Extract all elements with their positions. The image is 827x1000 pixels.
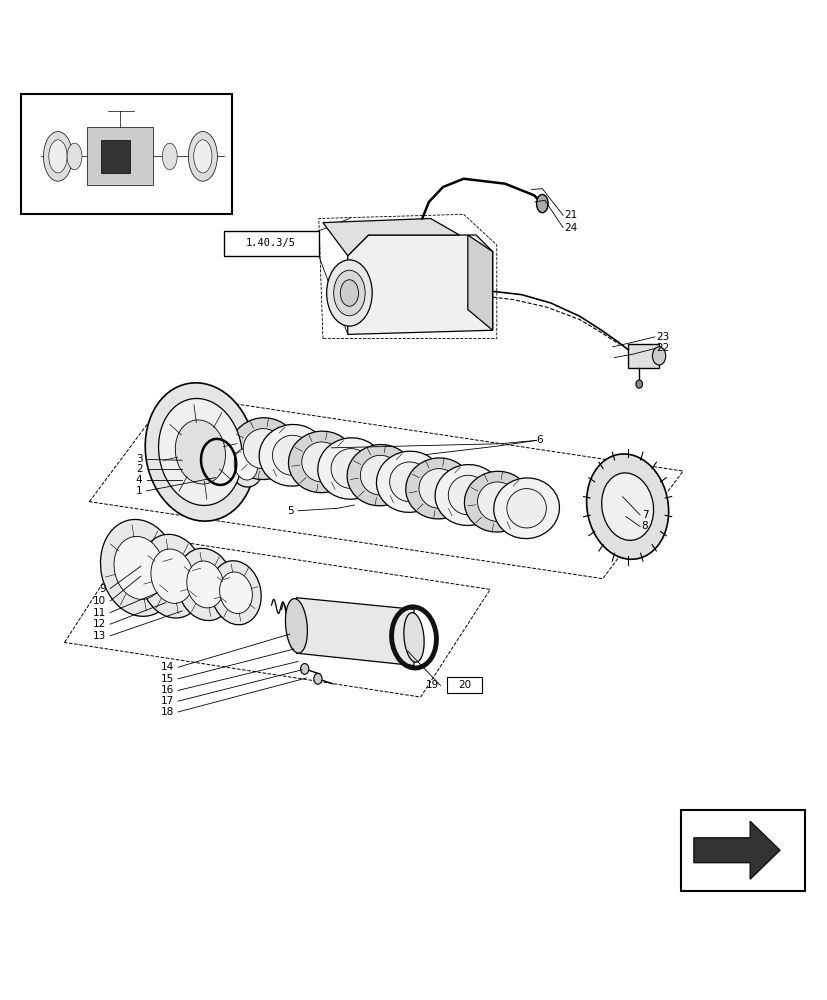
Text: 6: 6 xyxy=(536,435,543,445)
Bar xyxy=(447,677,481,693)
Text: 16: 16 xyxy=(160,685,174,695)
Text: 18: 18 xyxy=(160,707,174,717)
Ellipse shape xyxy=(162,143,177,170)
Text: 2: 2 xyxy=(136,464,142,474)
Text: 3: 3 xyxy=(136,454,142,464)
Ellipse shape xyxy=(228,442,263,487)
Text: 1: 1 xyxy=(136,486,142,496)
Ellipse shape xyxy=(145,383,256,521)
Text: 24: 24 xyxy=(564,223,577,233)
Ellipse shape xyxy=(175,420,225,484)
Text: 7: 7 xyxy=(641,510,648,520)
Ellipse shape xyxy=(187,561,223,608)
Bar xyxy=(223,231,318,256)
Ellipse shape xyxy=(67,143,82,170)
Polygon shape xyxy=(467,235,492,330)
Ellipse shape xyxy=(404,613,423,662)
Text: 23: 23 xyxy=(656,332,669,342)
Ellipse shape xyxy=(114,536,164,599)
Ellipse shape xyxy=(405,458,471,519)
Ellipse shape xyxy=(418,469,458,508)
Ellipse shape xyxy=(49,140,67,173)
Text: 12: 12 xyxy=(93,619,106,629)
Ellipse shape xyxy=(300,664,308,674)
Ellipse shape xyxy=(211,561,261,625)
Ellipse shape xyxy=(288,431,355,493)
Ellipse shape xyxy=(331,449,370,488)
Text: 19: 19 xyxy=(425,680,438,690)
Ellipse shape xyxy=(230,418,296,480)
Text: 22: 22 xyxy=(656,343,669,353)
Polygon shape xyxy=(323,218,459,256)
Text: 20: 20 xyxy=(457,680,471,690)
Ellipse shape xyxy=(259,424,326,486)
Text: 5: 5 xyxy=(287,506,294,516)
Text: 14: 14 xyxy=(160,662,174,672)
Text: 9: 9 xyxy=(99,584,106,594)
Text: 15: 15 xyxy=(160,674,174,684)
Ellipse shape xyxy=(243,429,283,469)
Ellipse shape xyxy=(139,534,205,618)
Ellipse shape xyxy=(326,260,371,326)
Ellipse shape xyxy=(347,445,413,506)
Ellipse shape xyxy=(285,599,307,653)
Ellipse shape xyxy=(333,270,365,316)
Ellipse shape xyxy=(506,489,546,528)
Text: 8: 8 xyxy=(641,521,648,531)
Ellipse shape xyxy=(360,455,399,495)
Ellipse shape xyxy=(434,465,500,525)
Bar xyxy=(21,94,232,214)
Ellipse shape xyxy=(234,449,257,480)
Text: 17: 17 xyxy=(160,696,174,706)
Bar xyxy=(627,344,658,368)
Ellipse shape xyxy=(158,398,242,505)
Ellipse shape xyxy=(652,347,665,365)
Text: 1.40.3/5: 1.40.3/5 xyxy=(246,238,296,248)
Ellipse shape xyxy=(376,451,442,512)
Bar xyxy=(101,140,130,173)
Ellipse shape xyxy=(586,454,668,559)
Ellipse shape xyxy=(390,462,429,502)
Ellipse shape xyxy=(301,442,342,482)
Ellipse shape xyxy=(188,132,217,181)
Text: 13: 13 xyxy=(93,631,106,641)
Ellipse shape xyxy=(318,438,384,499)
Ellipse shape xyxy=(177,548,233,621)
Ellipse shape xyxy=(340,280,358,306)
Ellipse shape xyxy=(635,380,642,388)
Bar xyxy=(87,127,153,185)
Ellipse shape xyxy=(601,473,653,540)
Polygon shape xyxy=(296,598,414,666)
Ellipse shape xyxy=(272,435,313,475)
Ellipse shape xyxy=(313,673,322,684)
Bar xyxy=(680,810,804,891)
Ellipse shape xyxy=(219,572,252,614)
Ellipse shape xyxy=(477,482,517,521)
Ellipse shape xyxy=(194,140,212,173)
Polygon shape xyxy=(347,235,492,334)
Text: 4: 4 xyxy=(136,475,142,485)
Ellipse shape xyxy=(493,478,559,539)
Ellipse shape xyxy=(100,519,178,616)
Text: 21: 21 xyxy=(564,210,577,220)
Polygon shape xyxy=(693,821,779,879)
Ellipse shape xyxy=(44,132,73,181)
Ellipse shape xyxy=(464,471,529,532)
Ellipse shape xyxy=(151,549,194,603)
Ellipse shape xyxy=(447,475,487,515)
Ellipse shape xyxy=(536,194,547,213)
Text: 11: 11 xyxy=(93,608,106,618)
Text: 10: 10 xyxy=(93,596,106,606)
